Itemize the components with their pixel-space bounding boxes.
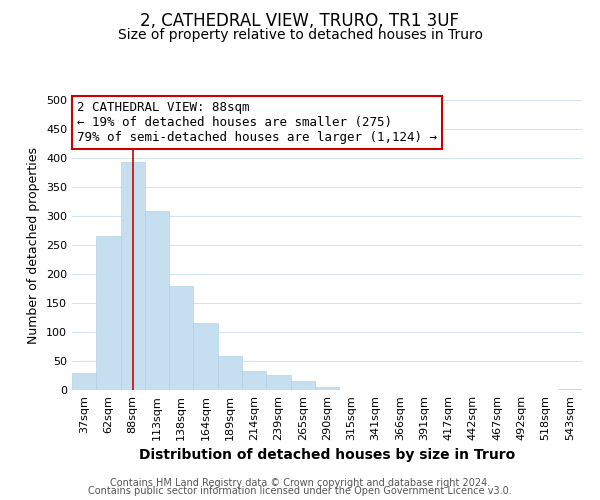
Bar (290, 382, 315, 390)
Bar (121, 162, 145, 390)
Bar (558, 389, 582, 390)
Text: Size of property relative to detached houses in Truro: Size of property relative to detached ho… (118, 28, 482, 42)
Bar (96, 236, 121, 390)
Bar (169, 286, 193, 390)
Text: 2 CATHEDRAL VIEW: 88sqm
← 19% of detached houses are smaller (275)
79% of semi-d: 2 CATHEDRAL VIEW: 88sqm ← 19% of detache… (77, 102, 437, 144)
Bar (145, 212, 169, 390)
X-axis label: Distribution of detached houses by size in Truro: Distribution of detached houses by size … (139, 448, 515, 462)
Bar (242, 371, 266, 390)
Bar (266, 375, 290, 390)
Text: Contains public sector information licensed under the Open Government Licence v3: Contains public sector information licen… (88, 486, 512, 496)
Bar (218, 356, 242, 390)
Bar (72, 372, 96, 390)
Bar (315, 386, 339, 390)
Text: 2, CATHEDRAL VIEW, TRURO, TR1 3UF: 2, CATHEDRAL VIEW, TRURO, TR1 3UF (140, 12, 460, 30)
Text: Contains HM Land Registry data © Crown copyright and database right 2024.: Contains HM Land Registry data © Crown c… (110, 478, 490, 488)
Bar (193, 324, 218, 390)
Y-axis label: Number of detached properties: Number of detached properties (28, 146, 40, 344)
